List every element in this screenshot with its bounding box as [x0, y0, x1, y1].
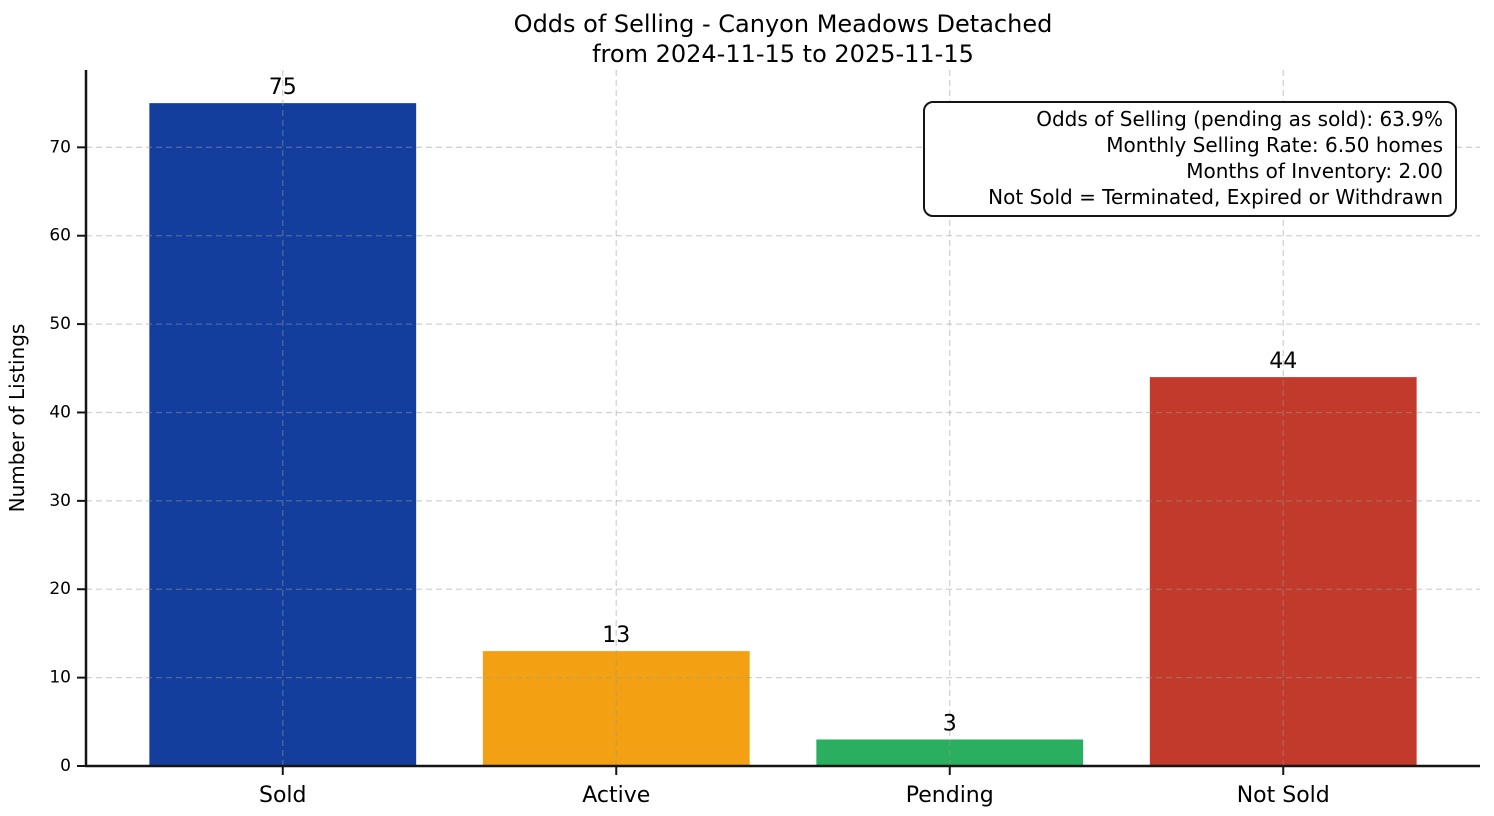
annotation-monthly-selling-rate: Monthly Selling Rate: 6.50 homes [1106, 133, 1443, 157]
y-tick-label: 10 [49, 668, 71, 688]
y-tick-label: 40 [49, 402, 71, 422]
stats-annotation-box: Odds of Selling (pending as sold): 63.9%… [923, 101, 1457, 217]
y-tick-label: 50 [49, 314, 71, 334]
annotation-odds-of-selling: Odds of Selling (pending as sold): 63.9% [1036, 107, 1443, 131]
y-tick-label: 0 [60, 756, 71, 776]
bar-active [482, 651, 750, 766]
bar-not-sold [1149, 377, 1417, 766]
x-tick-label-not-sold: Not Sold [1237, 783, 1330, 808]
annotation-months-of-inventory: Months of Inventory: 2.00 [1186, 159, 1443, 183]
y-axis-label: Number of Listings [5, 324, 29, 513]
x-tick-label-pending: Pending [906, 783, 994, 808]
y-tick-label: 70 [49, 137, 71, 157]
bar-pending [816, 739, 1084, 766]
chart-subtitle: from 2024-11-15 to 2025-11-15 [592, 40, 974, 68]
y-tick-label: 20 [49, 579, 71, 599]
bar-value-label-pending: 3 [943, 711, 957, 736]
bar-sold [149, 103, 417, 766]
annotation-not-sold-definition: Not Sold = Terminated, Expired or Withdr… [988, 185, 1443, 209]
chart-title-block: Odds of Selling - Canyon Meadows Detache… [86, 9, 1480, 69]
x-tick-label-sold: Sold [259, 783, 307, 808]
y-tick-label: 60 [49, 226, 71, 246]
chart-title: Odds of Selling - Canyon Meadows Detache… [513, 10, 1053, 38]
x-tick-label-active: Active [582, 783, 650, 808]
bar-value-label-active: 13 [602, 623, 630, 648]
y-tick-label: 30 [49, 491, 71, 511]
bar-value-label-not-sold: 44 [1269, 349, 1297, 374]
bar-value-label-sold: 75 [269, 75, 297, 100]
